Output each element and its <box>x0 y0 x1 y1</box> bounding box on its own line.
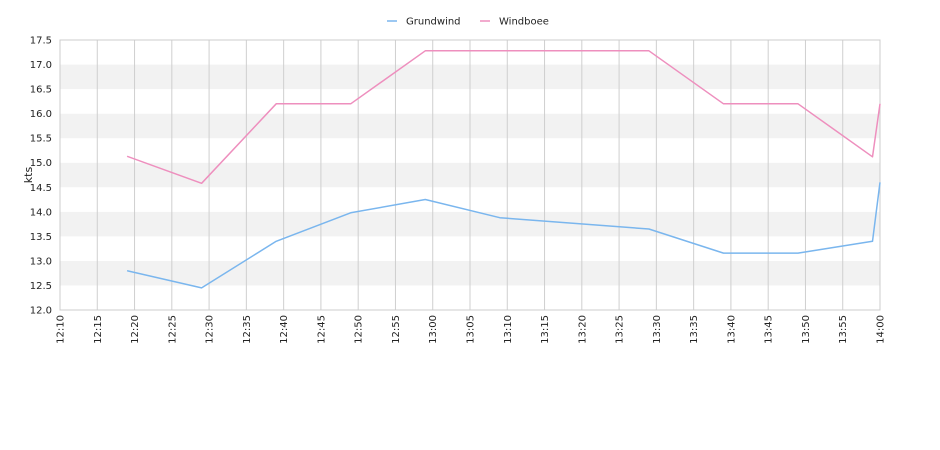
legend-item-windboee[interactable]: Windboee <box>480 17 549 28</box>
x-tick-label: 13:20 <box>577 315 588 344</box>
y-tick-label: 14.5 <box>30 183 52 194</box>
legend-label: Grundwind <box>406 17 461 28</box>
x-tick-label: 13:30 <box>652 315 663 344</box>
y-tick-label: 13.0 <box>30 256 52 267</box>
x-tick-label: 13:50 <box>801 315 812 344</box>
x-tick-label: 12:50 <box>354 315 365 344</box>
y-tick-label: 15.5 <box>30 134 52 145</box>
y-tick-label: 12.5 <box>30 281 52 292</box>
y-tick-label: 14.0 <box>30 207 52 218</box>
legend-item-grundwind[interactable]: Grundwind <box>387 17 461 28</box>
x-tick-label: 13:25 <box>615 315 626 344</box>
x-tick-label: 13:15 <box>540 315 551 344</box>
y-tick-label: 17.0 <box>30 60 52 71</box>
x-tick-label: 13:05 <box>466 315 477 344</box>
x-tick-label: 13:35 <box>689 315 700 344</box>
plot-border <box>59 39 881 311</box>
x-tick-label: 13:55 <box>838 315 849 344</box>
x-tick-label: 13:10 <box>503 315 514 344</box>
y-tick-label: 12.0 <box>30 306 52 317</box>
x-tick-label: 12:45 <box>316 315 327 344</box>
x-tick-label: 12:10 <box>56 315 67 344</box>
y-tick-label: 16.0 <box>30 109 52 120</box>
y-axis-label: kts <box>22 167 35 184</box>
x-tick-label: 13:45 <box>764 315 775 344</box>
x-tick-label: 13:00 <box>428 315 439 344</box>
y-tick-label: 15.0 <box>30 158 52 169</box>
series-line-windboee[interactable] <box>126 50 881 185</box>
x-tick-label: 12:35 <box>242 315 253 344</box>
y-axis-ticks: 12.0 12.5 13.0 13.5 14.0 14.5 15.0 15.5 16.0 16.5… <box>30 36 52 317</box>
x-tick-label: 12:25 <box>167 315 178 344</box>
x-tick-label: 12:15 <box>93 315 104 344</box>
y-tick-label: 17.5 <box>30 36 52 47</box>
x-tick-label: 12:40 <box>279 315 290 344</box>
y-tick-label: 13.5 <box>30 232 52 243</box>
legend-label: Windboee <box>499 17 549 28</box>
y-tick-label: 16.5 <box>30 85 52 96</box>
x-axis-ticks: 12:10 12:15 12:20 12:25 12:30 12:35 12:40 12:45… <box>56 315 887 344</box>
series-lines <box>126 50 881 289</box>
x-tick-label: 12:20 <box>130 315 141 344</box>
x-tick-label: 14:00 <box>876 315 887 344</box>
x-tick-label: 12:30 <box>205 315 216 344</box>
x-tick-label: 12:55 <box>391 315 402 344</box>
legend[interactable]: Grundwind Windboee <box>387 17 549 28</box>
series-line-grundwind[interactable] <box>126 182 881 289</box>
x-tick-label: 13:40 <box>726 315 737 344</box>
